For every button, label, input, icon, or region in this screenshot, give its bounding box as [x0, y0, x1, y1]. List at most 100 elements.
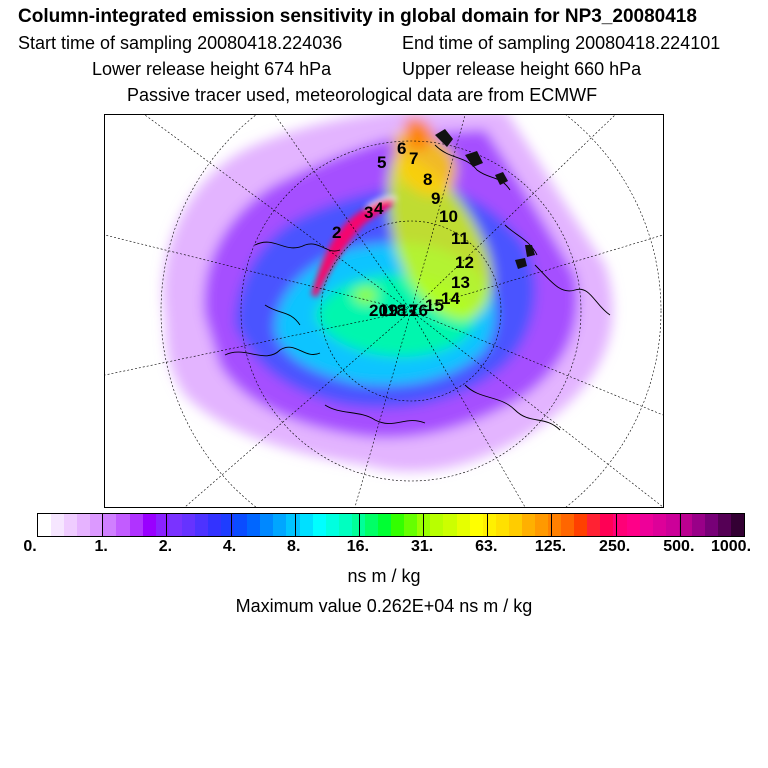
colorbar-segment [521, 514, 535, 536]
colorbar-segment [38, 514, 52, 536]
traj-label-2: 2 [332, 223, 342, 242]
colorbar-segment [718, 514, 732, 536]
colorbar-segment [299, 514, 313, 536]
terrain-patches [435, 129, 535, 269]
colorbar-segment [51, 514, 65, 536]
colorbar-tick-label: 31. [410, 538, 434, 555]
colorbar-segment [691, 514, 705, 536]
traj-label-18: 18 [387, 301, 406, 320]
colorbar-segment [312, 514, 326, 536]
traj-label-13: 13 [451, 273, 470, 292]
colorbar-segment [704, 514, 719, 536]
colorbar-segment [469, 514, 483, 536]
colorbar-segment [64, 514, 78, 536]
colorbar-segment [443, 514, 457, 536]
traj-label-8: 8 [423, 170, 433, 189]
colorbar-segment [665, 514, 679, 536]
traj-label-16: 16 [409, 301, 428, 320]
colorbar-segment [482, 514, 496, 536]
colorbar-segment [495, 514, 509, 536]
traj-label-7: 7 [409, 149, 419, 168]
colorbar-segment [77, 514, 91, 536]
colorbar-segment [378, 514, 392, 536]
traj-label-17: 17 [399, 301, 418, 320]
map-canvas [105, 115, 663, 507]
lat-lon-grid [105, 115, 663, 507]
maximum-value: Maximum value 0.262E+04 ns m / kg [235, 596, 533, 616]
colorbar-tick-label: 500. [663, 538, 695, 555]
traj-label-20: 20 [369, 301, 388, 320]
colorbar-segment [613, 514, 627, 536]
colorbar-tick-label: 1000. [710, 538, 752, 555]
colorbar-tick-label: 4. [222, 538, 237, 555]
lower-height-label: Lower release height 674 hPa [92, 59, 332, 79]
upper-height-label: Upper release height 660 hPa [402, 59, 642, 79]
colorbar-segment [508, 514, 522, 536]
colorbar-segment [534, 514, 549, 536]
traj-label-11: 11 [451, 229, 469, 248]
colorbar-segment [168, 514, 182, 536]
colorbar-segment [391, 514, 405, 536]
colorbar-segment [351, 514, 365, 536]
colorbar-divider [230, 514, 232, 536]
colorbar-divider [615, 514, 617, 536]
traj-label-5: 5 [377, 153, 387, 172]
colorbar-segment [286, 514, 300, 536]
colorbar-segment [155, 514, 169, 536]
colorbar-segment [142, 514, 156, 536]
colorbar-segment [678, 514, 692, 536]
start-time-label: Start time of sampling 20080418.224036 [18, 33, 343, 53]
colorbar-tick-label: 125. [534, 538, 567, 555]
colorbar-segment [325, 514, 339, 536]
colorbar-divider [551, 514, 553, 536]
colorbar-segment [548, 514, 562, 536]
colorbar-segment [574, 514, 588, 536]
colorbar-tick-label: 16. [346, 538, 370, 555]
colorbar-segment [234, 514, 248, 536]
colorbar-divider [423, 514, 425, 536]
colorbar-segment [639, 514, 653, 536]
sensitivity-map: 2 3 4 5 6 7 8 9 10 11 12 13 14 15 16 17 … [104, 114, 664, 508]
colorbar-segment [430, 514, 444, 536]
colorbar-divider [679, 514, 681, 536]
traj-label-19: 19 [379, 301, 398, 320]
colorbar-divider [294, 514, 296, 536]
colorbar [37, 513, 745, 537]
traj-label-12: 12 [455, 253, 474, 272]
colorbar-segment [90, 514, 104, 536]
colorbar-segment [338, 514, 352, 536]
release-plume [311, 195, 398, 297]
colorbar-segment [731, 514, 745, 536]
traj-label-15: 15 [425, 296, 444, 315]
colorbar-segment [587, 514, 601, 536]
colorbar-tick-label: 8. [287, 538, 301, 555]
traj-label-4: 4 [374, 199, 384, 218]
colorbar-segment [600, 514, 614, 536]
colorbar-segment [208, 514, 222, 536]
colorbar-segment [404, 514, 418, 536]
plot-title: Column-integrated emission sensitivity i… [18, 6, 697, 27]
colorbar-divider [102, 514, 104, 536]
colorbar-segment [129, 514, 143, 536]
colorbar-divider [166, 514, 168, 536]
colorbar-segment [626, 514, 640, 536]
traj-label-14: 14 [441, 289, 460, 308]
traj-label-3: 3 [364, 203, 374, 222]
colorbar-segment [273, 514, 287, 536]
traj-label-9: 9 [431, 189, 441, 208]
colorbar-segment [364, 514, 379, 536]
traj-label-6: 6 [397, 139, 407, 158]
colorbar-segment [652, 514, 666, 536]
colorbar-tick-label: 63. [475, 538, 498, 555]
colorbar-segment [456, 514, 470, 536]
colorbar-segment [116, 514, 130, 536]
colorbar-segment [221, 514, 235, 536]
end-time-label: End time of sampling 20080418.224101 [402, 33, 721, 53]
colorbar-tick-label: 1. [94, 538, 108, 555]
colorbar-segment [561, 514, 575, 536]
colorbar-unit: ns m / kg [347, 566, 421, 586]
colorbar-segment [260, 514, 274, 536]
colorbar-divider [358, 514, 360, 536]
colorbar-segment [103, 514, 117, 536]
colorbar-tick-label: 250. [599, 538, 631, 555]
